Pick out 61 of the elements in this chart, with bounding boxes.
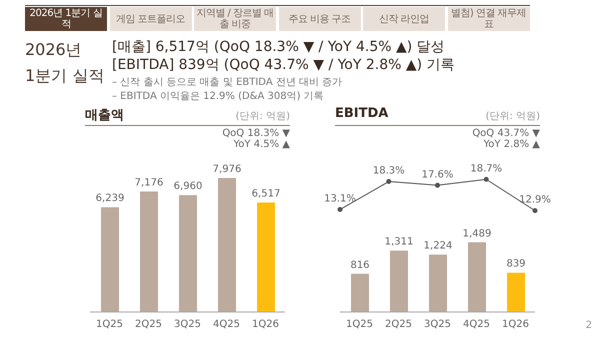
bar bbox=[140, 191, 158, 312]
data-label: 1,489 bbox=[462, 228, 492, 240]
data-label: 6,960 bbox=[174, 181, 202, 192]
data-label: 816 bbox=[350, 260, 370, 271]
data-label: 6,239 bbox=[96, 193, 124, 204]
text: QoQ 18.3% ▼ bbox=[222, 128, 290, 139]
data-label: 12.9% bbox=[519, 194, 551, 206]
data-label: 18.7% bbox=[470, 163, 502, 174]
text: [매출] 6,517억 (QoQ 18.3% ▼ / YoY 4.5% ▲) 달성 bbox=[112, 38, 445, 56]
data-label: 7,176 bbox=[134, 177, 164, 188]
data-label: 6,517 bbox=[252, 188, 280, 200]
bar bbox=[218, 178, 236, 312]
text: YoY 2.8% ▲ bbox=[484, 139, 540, 150]
data-label: 1,224 bbox=[424, 240, 452, 252]
x-tick-label: 1Q25 bbox=[346, 319, 373, 330]
bar bbox=[468, 242, 486, 312]
x-tick-label: 1Q25 bbox=[96, 319, 123, 330]
chart-title: EBITDA bbox=[335, 106, 388, 121]
text: (단위: 억원) bbox=[486, 110, 540, 123]
point bbox=[484, 176, 489, 182]
bar bbox=[257, 202, 275, 312]
data-label: 839 bbox=[506, 258, 526, 270]
text: 2026년 bbox=[25, 40, 82, 61]
data-label: 17.6% bbox=[422, 169, 454, 180]
bar bbox=[429, 254, 447, 312]
text: 별첨) 연결 재무제표 bbox=[448, 7, 530, 31]
x-tick-label: 3Q25 bbox=[174, 319, 201, 330]
text: QoQ 43.7% ▼ bbox=[472, 128, 540, 139]
point bbox=[386, 179, 392, 184]
x-tick-label: 2Q25 bbox=[385, 319, 412, 330]
data-label: 1,311 bbox=[384, 236, 414, 248]
chart-title: 매출액 bbox=[85, 107, 124, 124]
text: 지역별 / 장르별 매출 비중 bbox=[194, 7, 276, 31]
text: 주요 비용 구조 bbox=[278, 7, 360, 31]
x-tick-label: 2Q25 bbox=[135, 319, 162, 330]
text: (단위: 억원) bbox=[236, 110, 290, 123]
x-tick-label: 4Q25 bbox=[463, 319, 490, 330]
x-tick-label: 1Q26 bbox=[502, 319, 529, 330]
text: 2 bbox=[586, 320, 592, 331]
bar bbox=[507, 272, 525, 312]
text: YoY 4.5% ▲ bbox=[234, 139, 290, 150]
text: 2026년 1분기 실적 bbox=[25, 7, 107, 31]
point bbox=[338, 207, 342, 212]
x-tick-label: 4Q25 bbox=[213, 319, 240, 330]
bar bbox=[179, 195, 197, 312]
data-label: 7,976 bbox=[212, 164, 242, 176]
text: – EBITDA 이익율은 12.9% (D&A 308억) 기록 bbox=[112, 90, 324, 103]
point bbox=[532, 208, 538, 214]
bar bbox=[101, 207, 119, 312]
bar bbox=[351, 274, 369, 312]
text: [EBITDA] 839억 (QoQ 43.7% ▼ / YoY 2.8% ▲) 기록 bbox=[112, 56, 455, 74]
data-label: 18.3% bbox=[372, 166, 405, 177]
text: – 신작 출시 등으로 매출 및 EBTIDA 전년 대비 증가 bbox=[112, 76, 342, 89]
point bbox=[435, 182, 440, 188]
x-tick-label: 1Q26 bbox=[252, 319, 279, 330]
text: 1분기 실적 bbox=[25, 66, 104, 87]
bar bbox=[390, 250, 408, 312]
text: 신작 라인업 bbox=[363, 7, 445, 31]
x-tick-label: 3Q25 bbox=[424, 319, 451, 330]
text: 게임 포트폴리오 bbox=[110, 7, 192, 31]
data-label: 13.1% bbox=[324, 194, 356, 205]
